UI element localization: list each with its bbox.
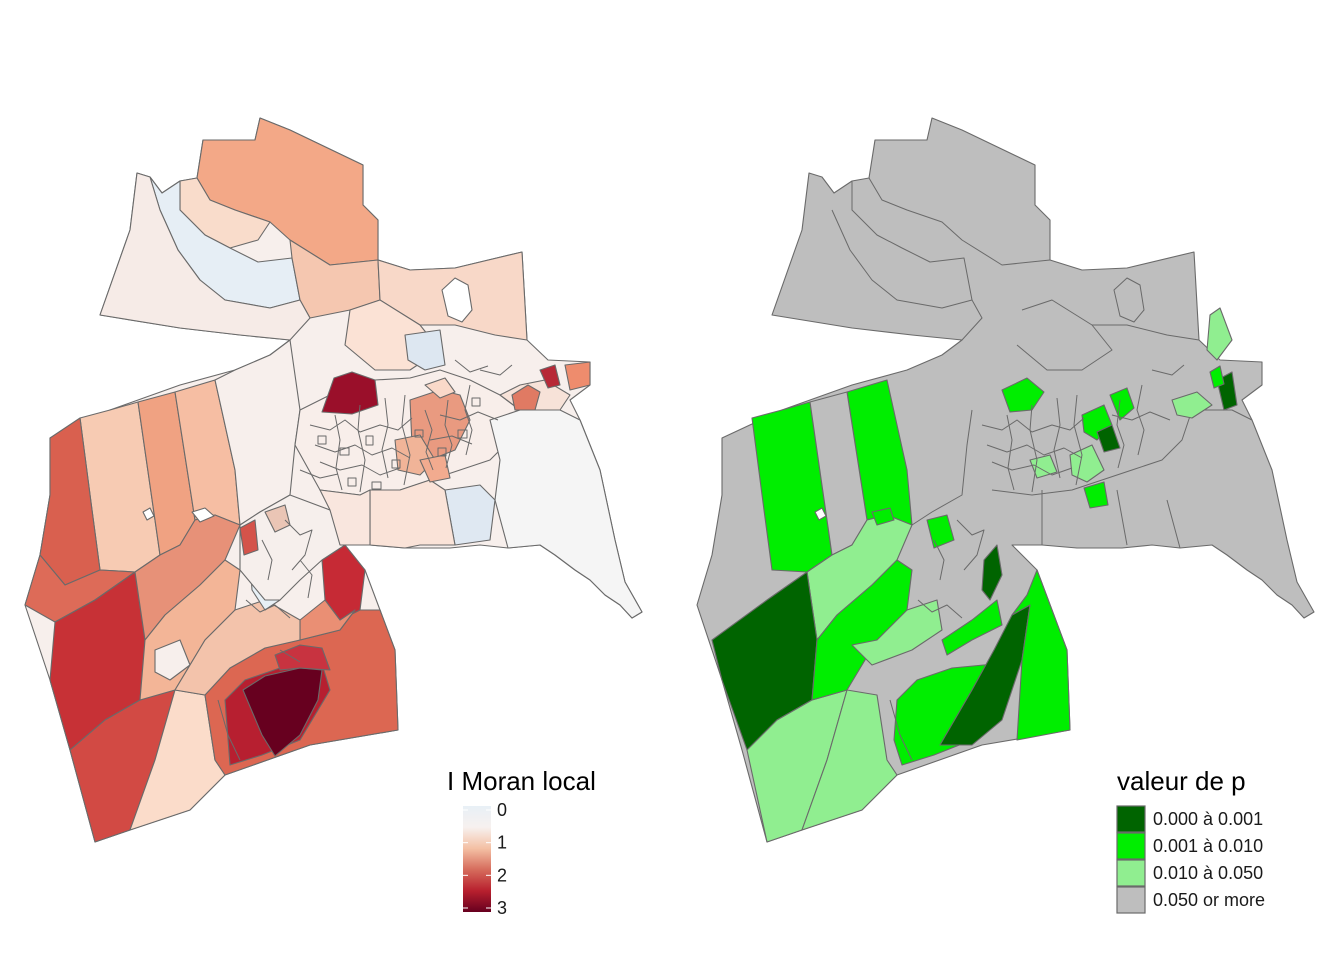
map-region: [369, 479, 456, 549]
map-region: [239, 519, 259, 556]
legend-key-swatch: [1116, 859, 1146, 887]
map-region: [191, 507, 215, 523]
colorbar-tick-label: 0: [497, 800, 507, 820]
map-region: [981, 544, 1003, 601]
map-region: [511, 384, 541, 411]
map-region: [1206, 307, 1233, 361]
map-region: [926, 514, 955, 549]
local-moran-map: [24, 117, 643, 843]
map-boundary-detail: [317, 397, 481, 490]
map-region: [801, 689, 898, 831]
map-region: [242, 667, 323, 757]
map-region: [274, 644, 331, 671]
legend-key-label: 0.050 or more: [1153, 890, 1265, 910]
map-region: [539, 364, 561, 389]
map-region: [941, 599, 1003, 656]
map-region: [319, 489, 371, 546]
map-region: [419, 454, 451, 483]
colorbar-tick-label: 2: [497, 865, 507, 885]
map-boundary-detail: [889, 364, 1185, 761]
map-region: [99, 172, 311, 341]
pvalue-legend-title: valeur de p: [1117, 766, 1246, 796]
map-region: [1001, 377, 1045, 413]
map-region: [404, 329, 446, 371]
legend-key-label: 0.000 à 0.001: [1153, 809, 1263, 829]
legend-key-swatch: [1116, 832, 1146, 860]
moran-colorbar: [463, 806, 491, 912]
moran-legend-title: I Moran local: [447, 766, 596, 796]
moran-legend: I Moran local 0 1 2 3: [447, 766, 596, 918]
map-region: [1209, 365, 1225, 389]
pvalue-legend-items: 0.000 à 0.001 0.001 à 0.010 0.010 à 0.050 0…: [1116, 805, 1265, 914]
map-boundary-detail: [217, 359, 513, 761]
map-region: [1109, 387, 1135, 421]
map-region: [489, 409, 643, 619]
map-region: [1171, 391, 1213, 419]
map-region: [1011, 569, 1071, 741]
moran-colorbar-ticks: 0 1 2 3: [463, 800, 507, 918]
map-region: [814, 507, 827, 521]
map-region: [174, 599, 301, 696]
map-region: [154, 639, 191, 681]
legend-key-swatch: [1116, 886, 1146, 914]
colorbar-tick-label: 3: [497, 898, 507, 918]
map-region: [564, 361, 591, 391]
map-region: [1096, 424, 1121, 453]
map-region: [142, 507, 155, 521]
p-value-map: [696, 117, 1315, 843]
legend-key-label: 0.010 à 0.050: [1153, 863, 1263, 883]
map-region: [424, 377, 456, 399]
map-region: [321, 371, 379, 415]
map-boundary-detail: [831, 177, 1253, 549]
map-region: [441, 277, 473, 323]
map-region: [851, 599, 943, 666]
legend-key-label: 0.001 à 0.010: [1153, 836, 1263, 856]
map-region: [1083, 481, 1109, 509]
colorbar-tick-label: 1: [497, 833, 507, 853]
legend-key-swatch: [1116, 805, 1146, 833]
map-region: [239, 494, 346, 601]
map-region: [871, 507, 895, 526]
map-region: [811, 559, 913, 701]
